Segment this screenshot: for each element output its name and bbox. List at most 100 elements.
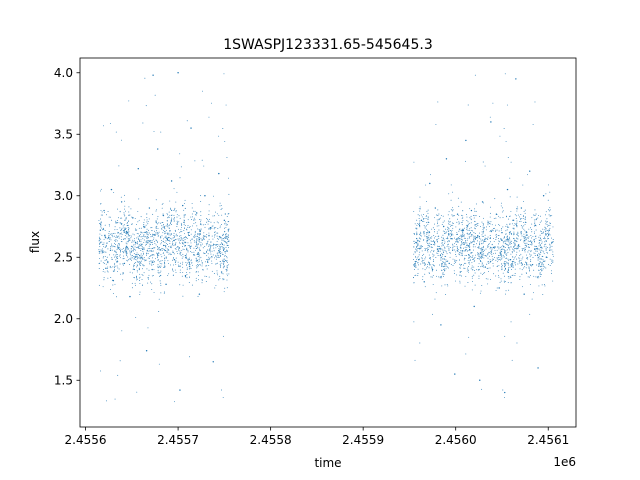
scatter-point: [498, 215, 500, 217]
scatter-point: [430, 256, 431, 258]
scatter-point: [533, 275, 535, 277]
scatter-point: [147, 282, 149, 284]
scatter-point: [110, 247, 112, 249]
scatter-point: [497, 246, 499, 248]
scatter-point: [166, 220, 168, 222]
scatter-point: [433, 254, 435, 256]
scatter-point: [166, 223, 168, 225]
scatter-point: [133, 252, 135, 254]
scatter-point: [163, 225, 165, 227]
scatter-point: [196, 245, 198, 247]
scatter-point: [432, 256, 434, 258]
scatter-point: [515, 254, 517, 256]
scatter-point: [428, 237, 430, 239]
scatter-point: [103, 256, 104, 258]
scatter-point: [418, 254, 420, 256]
scatter-point: [420, 248, 422, 250]
scatter-point: [225, 223, 227, 225]
scatter-point: [545, 249, 547, 251]
scatter-point: [126, 254, 128, 256]
scatter-point: [528, 249, 530, 251]
scatter-point: [142, 274, 144, 276]
scatter-point: [441, 285, 443, 287]
scatter-point: [451, 233, 453, 235]
scatter-point: [442, 269, 444, 270]
scatter-point: [123, 230, 125, 232]
scatter-point: [446, 251, 447, 253]
scatter-point: [478, 236, 480, 238]
scatter-point: [538, 224, 540, 225]
scatter-point: [478, 253, 480, 255]
scatter-point: [486, 263, 488, 265]
scatter-point: [542, 294, 544, 295]
scatter-point: [484, 234, 486, 236]
scatter-point: [549, 210, 551, 212]
scatter-point: [508, 226, 510, 228]
scatter-point: [444, 262, 446, 264]
scatter-point: [466, 226, 468, 228]
scatter-point: [478, 245, 480, 247]
scatter-point: [517, 244, 520, 246]
scatter-point: [528, 247, 530, 248]
scatter-point: [460, 271, 462, 273]
scatter-point: [119, 360, 121, 362]
scatter-point: [121, 228, 123, 230]
scatter-point: [423, 253, 425, 255]
scatter-point: [167, 260, 169, 262]
scatter-point: [480, 252, 482, 254]
scatter-point: [224, 237, 226, 238]
scatter-point: [134, 238, 135, 240]
scatter-point: [482, 217, 484, 219]
scatter-point: [530, 227, 531, 229]
scatter-point: [132, 250, 134, 252]
scatter-point: [202, 224, 204, 226]
scatter-point: [129, 257, 131, 259]
scatter-point: [226, 256, 228, 258]
scatter-point: [220, 246, 222, 248]
scatter-point: [161, 256, 163, 258]
scatter-point: [514, 248, 515, 250]
scatter-point: [196, 258, 197, 260]
scatter-point: [416, 233, 418, 235]
scatter-point: [471, 219, 472, 221]
scatter-point: [465, 139, 467, 142]
scatter-point: [441, 264, 443, 266]
scatter-point: [186, 238, 188, 239]
scatter-point: [449, 232, 451, 234]
scatter-point: [423, 233, 425, 235]
scatter-point: [194, 219, 196, 221]
scatter-point: [181, 224, 183, 226]
scatter-point: [224, 251, 226, 253]
scatter-point: [138, 263, 140, 265]
scatter-point: [189, 356, 191, 358]
scatter-point: [507, 227, 508, 228]
scatter-point: [495, 234, 497, 236]
scatter-point: [545, 234, 547, 236]
scatter-point: [104, 236, 106, 238]
scatter-point: [188, 257, 190, 259]
scatter-point: [506, 188, 509, 191]
scatter-point: [134, 246, 136, 248]
scatter-point: [135, 256, 137, 258]
scatter-point: [207, 220, 209, 222]
scatter-point: [128, 214, 130, 216]
scatter-point: [161, 250, 163, 252]
scatter-point: [180, 239, 182, 241]
scatter-point: [510, 246, 512, 248]
scatter-point: [417, 259, 420, 261]
scatter-point: [105, 259, 107, 261]
scatter-point: [520, 218, 522, 220]
scatter-point: [544, 285, 546, 287]
scatter-point: [143, 258, 145, 260]
scatter-point: [524, 240, 526, 241]
scatter-point: [211, 227, 213, 229]
scatter-point: [115, 255, 117, 257]
scatter-point: [416, 238, 418, 240]
scatter-point: [99, 251, 101, 253]
scatter-point: [528, 236, 530, 238]
scatter-point: [523, 267, 525, 269]
scatter-point: [416, 228, 418, 230]
scatter-point: [464, 246, 466, 248]
scatter-point: [210, 221, 212, 223]
scatter-point: [479, 260, 481, 262]
